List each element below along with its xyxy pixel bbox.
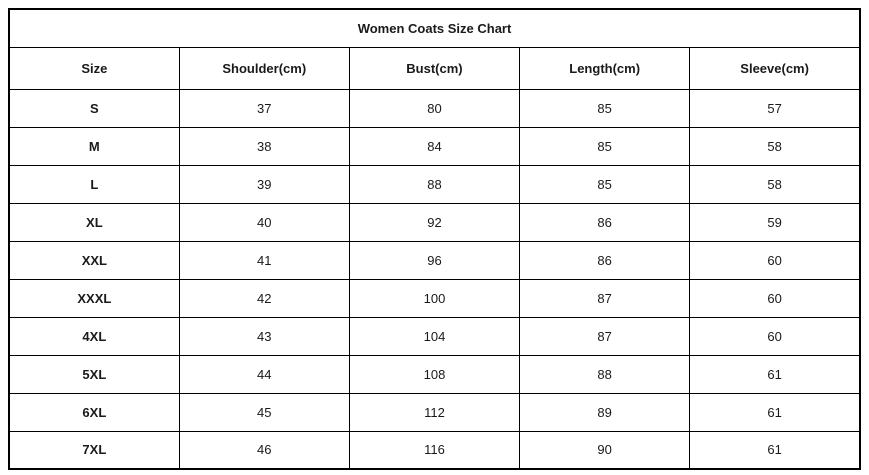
sleeve-value: 60	[689, 240, 861, 280]
shoulder-value: 37	[178, 88, 350, 128]
bust-value: 92	[348, 202, 521, 242]
bust-value: 88	[348, 164, 521, 204]
table-row: 5XL 44 108 88 61	[8, 354, 861, 394]
bust-value: 80	[348, 88, 521, 128]
shoulder-value: 42	[178, 278, 350, 318]
column-header-sleeve: Sleeve(cm)	[689, 46, 861, 90]
shoulder-value: 40	[178, 202, 350, 242]
length-value: 88	[519, 354, 691, 394]
column-header-size: Size	[8, 46, 180, 90]
shoulder-value: 45	[178, 392, 350, 432]
size-label: M	[8, 126, 180, 166]
header-row: Size Shoulder(cm) Bust(cm) Length(cm) Sl…	[8, 46, 861, 90]
column-header-shoulder: Shoulder(cm)	[178, 46, 350, 90]
sleeve-value: 57	[689, 88, 861, 128]
shoulder-value: 38	[178, 126, 350, 166]
shoulder-value: 41	[178, 240, 350, 280]
sleeve-value: 61	[689, 392, 861, 432]
length-value: 86	[519, 202, 691, 242]
shoulder-value: 46	[178, 430, 350, 470]
bust-value: 112	[348, 392, 521, 432]
table-row: XXXL 42 100 87 60	[8, 278, 861, 318]
length-value: 90	[519, 430, 691, 470]
length-value: 85	[519, 88, 691, 128]
table-row: L 39 88 85 58	[8, 164, 861, 204]
length-value: 85	[519, 164, 691, 204]
length-value: 86	[519, 240, 691, 280]
sleeve-value: 58	[689, 164, 861, 204]
sleeve-value: 60	[689, 316, 861, 356]
bust-value: 84	[348, 126, 521, 166]
sleeve-value: 61	[689, 354, 861, 394]
size-label: XXXL	[8, 278, 180, 318]
length-value: 89	[519, 392, 691, 432]
length-value: 87	[519, 278, 691, 318]
size-label: 6XL	[8, 392, 180, 432]
bust-value: 96	[348, 240, 521, 280]
size-label: 5XL	[8, 354, 180, 394]
size-label: L	[8, 164, 180, 204]
size-chart-table: Women Coats Size Chart Size Shoulder(cm)…	[8, 8, 861, 470]
size-label: 4XL	[8, 316, 180, 356]
sleeve-value: 60	[689, 278, 861, 318]
length-value: 87	[519, 316, 691, 356]
size-label: XL	[8, 202, 180, 242]
table-row: 6XL 45 112 89 61	[8, 392, 861, 432]
table-row: S 37 80 85 57	[8, 88, 861, 128]
table-row: 7XL 46 116 90 61	[8, 430, 861, 470]
column-header-bust: Bust(cm)	[348, 46, 521, 90]
table-row: XL 40 92 86 59	[8, 202, 861, 242]
bust-value: 108	[348, 354, 521, 394]
sleeve-value: 59	[689, 202, 861, 242]
table-row: M 38 84 85 58	[8, 126, 861, 166]
sleeve-value: 61	[689, 430, 861, 470]
bust-value: 104	[348, 316, 521, 356]
page-title: Women Coats Size Chart	[8, 8, 861, 48]
size-label: S	[8, 88, 180, 128]
shoulder-value: 43	[178, 316, 350, 356]
size-label: 7XL	[8, 430, 180, 470]
title-row: Women Coats Size Chart	[8, 8, 861, 48]
shoulder-value: 39	[178, 164, 350, 204]
length-value: 85	[519, 126, 691, 166]
size-chart-container: Women Coats Size Chart Size Shoulder(cm)…	[8, 8, 861, 470]
bust-value: 116	[348, 430, 521, 470]
table-row: XXL 41 96 86 60	[8, 240, 861, 280]
bust-value: 100	[348, 278, 521, 318]
shoulder-value: 44	[178, 354, 350, 394]
sleeve-value: 58	[689, 126, 861, 166]
column-header-length: Length(cm)	[519, 46, 691, 90]
size-label: XXL	[8, 240, 180, 280]
table-row: 4XL 43 104 87 60	[8, 316, 861, 356]
